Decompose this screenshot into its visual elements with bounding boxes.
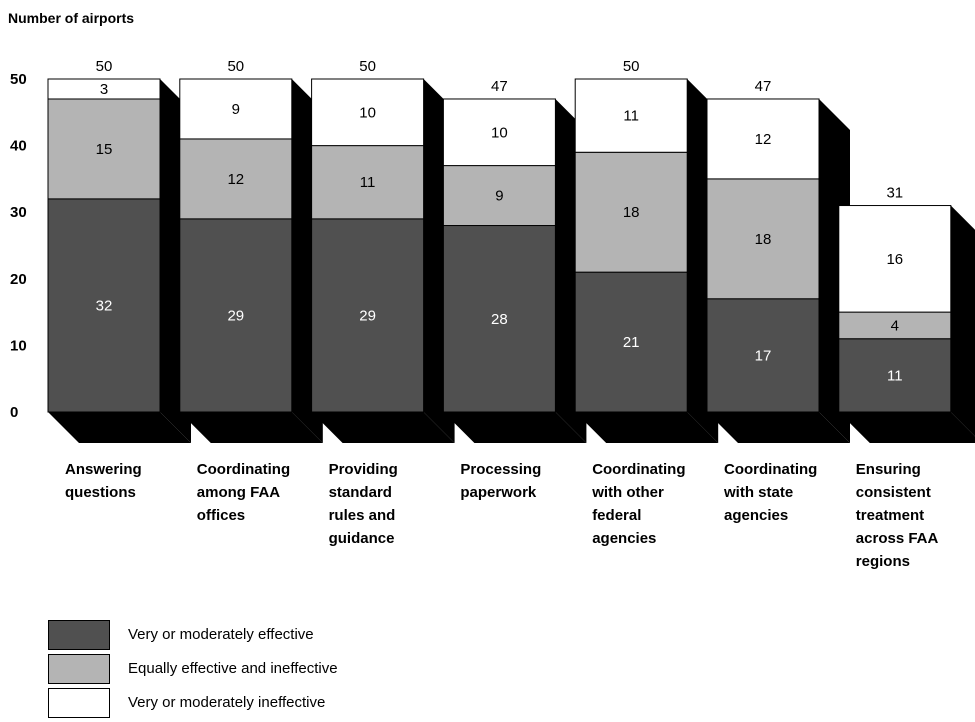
bar-segment [179,78,293,140]
y-tick-label: 10 [10,337,27,354]
segment-value-label: 12 [227,171,244,188]
bar-total-label: 50 [359,58,376,75]
bar-total-label: 50 [227,58,244,75]
segment-value-label: 18 [755,231,772,248]
category-label: among FAA [197,484,281,501]
bar-floor [311,412,455,443]
bar-total-label: 47 [755,78,772,95]
segment-value-label: 12 [755,131,772,148]
category-label: across FAA [856,530,939,547]
stacked-bar-chart: 0 10 20 30 40 50 32 15 3 50 Answering questions 29 12… [10,58,975,570]
category-label: with other [591,484,664,501]
bar-side-face [950,205,975,437]
bar-segment [47,198,161,413]
segment-value-label: 15 [96,141,113,158]
bar-segment [442,98,556,167]
bar-total-label: 50 [623,58,640,75]
bar-total-label: 47 [491,78,508,95]
bar-segment [179,138,293,220]
segment-value-label: 29 [227,307,244,324]
bar-segment [179,218,293,413]
category-label: Coordinating [592,461,685,478]
y-tick-label: 0 [10,404,18,421]
segment-value-label: 11 [887,367,903,384]
category-label: Coordinating [724,461,817,478]
category-label: Processing [460,461,541,478]
bar-segment [574,151,688,273]
category-label: agencies [592,530,656,547]
segment-value-label: 29 [359,307,376,324]
bar-segment [838,311,952,340]
bar-segment [311,78,425,147]
segment-value-label: 10 [359,104,376,121]
legend-swatch-ineffective [48,688,110,718]
segment-value-label: 10 [491,124,508,141]
y-axis-title: Number of airports [8,10,135,26]
bar-floor [48,412,191,443]
legend-swatch-equal [48,654,110,684]
bar-segment [311,145,425,220]
legend-label-effective: Very or moderately effective [128,626,314,643]
bar-segment [706,298,820,413]
y-tick-label: 20 [10,271,27,288]
category-label: with state [723,484,793,501]
category-label: standard [329,484,392,501]
legend-label-equal: Equally effective and ineffective [128,660,338,677]
bar-segment [574,78,688,153]
category-label: treatment [856,507,924,524]
bar-floor [575,412,719,443]
segment-value-label: 11 [360,174,376,191]
category-label: Providing [329,461,398,478]
category-label: Ensuring [856,461,921,478]
bar-floor [443,412,587,443]
segment-value-label: 4 [891,317,899,334]
segment-value-label: 11 [623,108,639,125]
segment-value-label: 18 [623,204,640,221]
segment-value-label: 3 [100,81,108,98]
bar-segment [311,218,425,413]
segment-value-label: 32 [96,297,113,314]
bar-segment [442,165,556,227]
category-label: Coordinating [197,461,290,478]
bar-segment [706,178,820,300]
category-label: Answering [65,461,142,478]
bar-segment [838,205,952,313]
bar-total-label: 31 [886,185,903,202]
legend-label-ineffective: Very or moderately ineffective [128,694,326,711]
category-label: paperwork [460,484,537,501]
bar-floor [179,412,323,443]
segment-value-label: 16 [886,251,903,268]
bar-segment [706,98,820,180]
category-label: federal [592,507,641,524]
bar-total-label: 50 [96,58,113,75]
category-label: consistent [856,484,931,501]
category-label: rules and [329,507,396,524]
category-label: regions [856,553,910,570]
segment-value-label: 17 [755,347,772,364]
bar-segment [574,271,688,413]
y-tick-label: 40 [10,138,27,155]
bar-segment [838,338,952,413]
category-label: offices [197,507,245,524]
segment-value-label: 28 [491,311,508,328]
legend-swatch-effective [48,620,110,650]
segment-value-label: 9 [495,188,503,205]
bar-floor [838,412,975,443]
y-tick-label: 50 [10,71,27,88]
bar-segment [47,78,161,100]
bar-segment [47,98,161,200]
segment-value-label: 21 [623,334,640,351]
segment-value-label: 9 [232,101,240,118]
category-label: questions [65,484,136,501]
category-label: agencies [724,507,788,524]
y-tick-label: 30 [10,204,27,221]
bar-segment [442,225,556,413]
category-label: guidance [329,530,395,547]
bar-floor [707,412,850,443]
